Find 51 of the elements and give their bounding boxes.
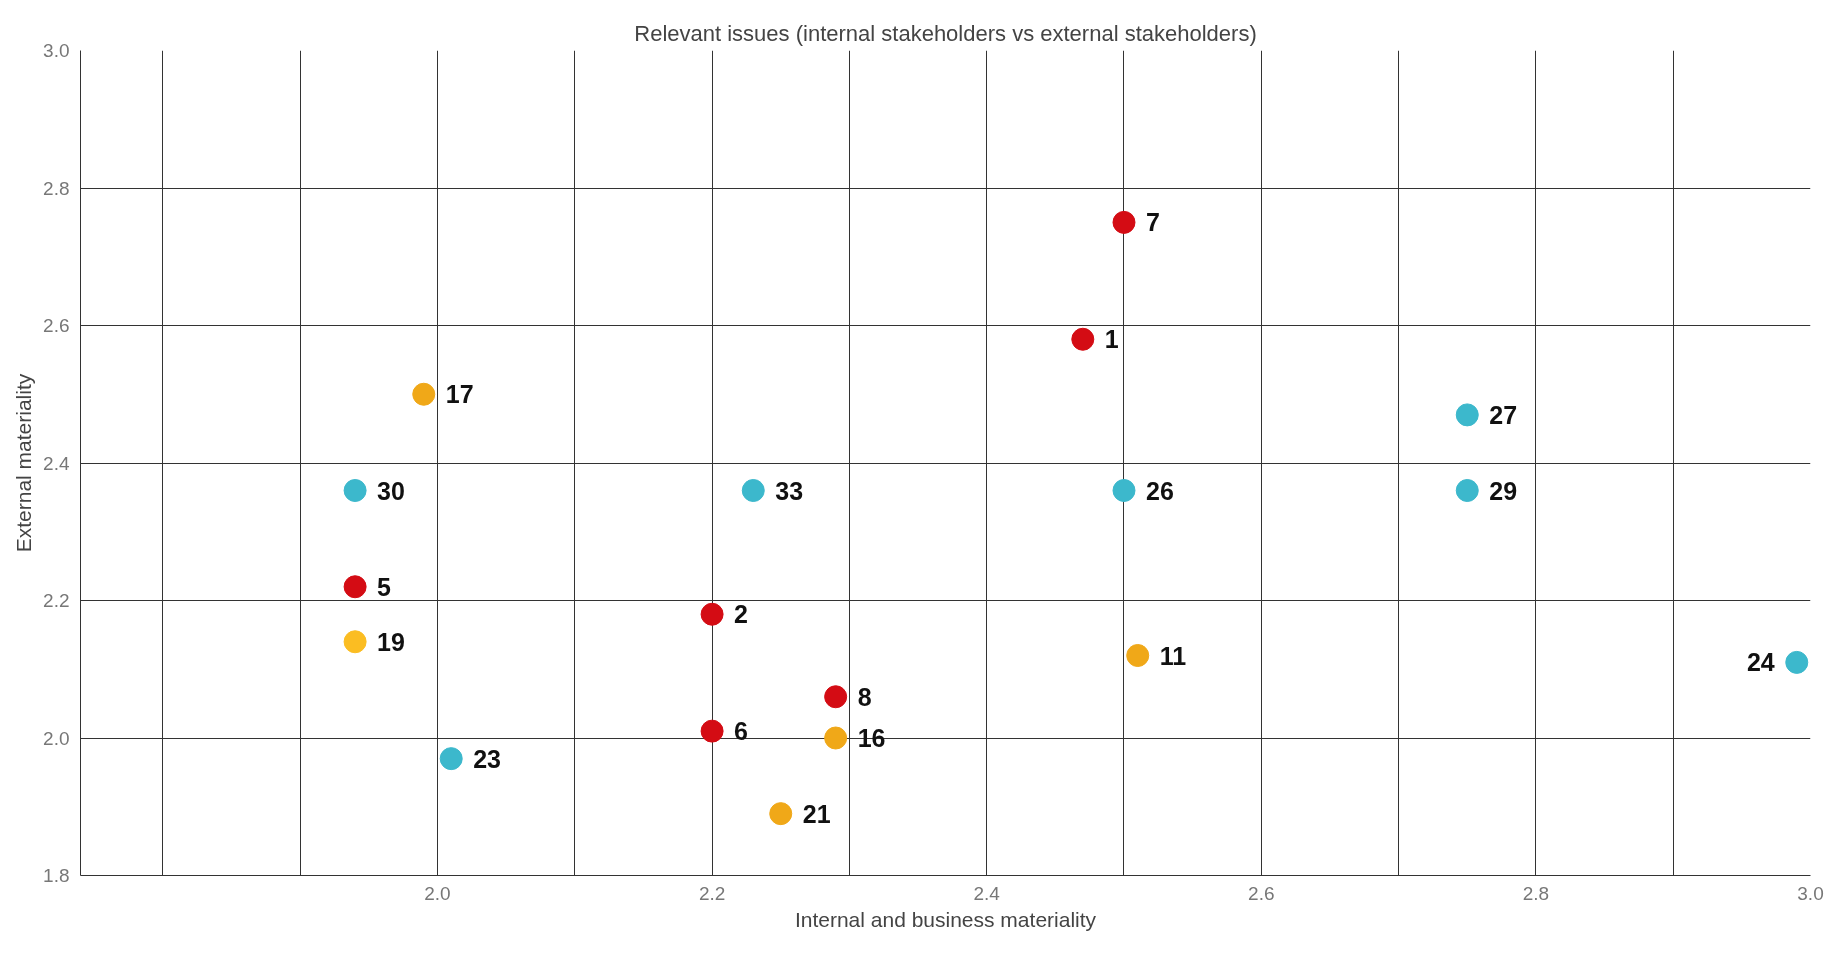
- annotation: 2: [734, 600, 748, 629]
- point: [769, 802, 793, 826]
- point: [700, 719, 724, 743]
- point: [1126, 644, 1150, 667]
- annotation: 19: [377, 627, 405, 656]
- annotation: 21: [802, 799, 831, 828]
- point: [1455, 403, 1479, 427]
- point: [1112, 479, 1136, 502]
- point: [343, 479, 367, 502]
- point: [343, 575, 367, 599]
- y-tick-label: 1.8: [43, 865, 70, 886]
- annotation: 17: [445, 380, 474, 409]
- x-tick-label: 2.4: [973, 882, 1001, 904]
- chart-title: Relevant issues (internal stakeholders vs external stakeholders): [634, 20, 1257, 46]
- y-tick-label: 2.6: [43, 315, 70, 336]
- point: [439, 747, 463, 771]
- annotation: 27: [1489, 400, 1518, 429]
- point: [824, 726, 848, 750]
- annotation: 5: [377, 572, 392, 601]
- point: [412, 382, 436, 406]
- annotation: 33: [775, 476, 804, 505]
- y-tick-label: 2.0: [43, 727, 70, 749]
- annotation: 23: [473, 744, 502, 773]
- annotation: 8: [857, 682, 872, 711]
- annotation: 24: [1746, 648, 1775, 677]
- point: [1112, 210, 1136, 234]
- annotation: 30: [377, 476, 405, 505]
- point: [1785, 650, 1809, 674]
- y-tick-label: 3.0: [43, 40, 70, 61]
- annotation: 1: [1104, 325, 1119, 354]
- x-axis-title: Internal and business materiality: [794, 907, 1097, 931]
- point: [1455, 479, 1479, 502]
- point: [741, 479, 765, 502]
- point: [343, 630, 367, 654]
- x-tick-label: 2.0: [424, 882, 451, 904]
- x-tick-label: 2.8: [1522, 882, 1550, 904]
- annotation: 26: [1145, 476, 1174, 505]
- y-tick-label: 2.4: [43, 452, 70, 474]
- annotation: 11: [1159, 641, 1187, 670]
- point: [824, 685, 848, 709]
- annotation: 29: [1489, 476, 1518, 505]
- x-tick-label: 2.2: [698, 882, 726, 904]
- annotation: 7: [1145, 208, 1160, 237]
- annotation: 6: [734, 717, 748, 746]
- y-axis-title: External materiality: [12, 373, 36, 553]
- x-tick-label: 2.6: [1248, 882, 1275, 904]
- x-tick-label: 3.0: [1797, 882, 1824, 904]
- point: [1071, 327, 1095, 351]
- y-tick-label: 2.8: [43, 177, 70, 199]
- y-tick-label: 2.2: [43, 590, 70, 611]
- point: [700, 602, 724, 626]
